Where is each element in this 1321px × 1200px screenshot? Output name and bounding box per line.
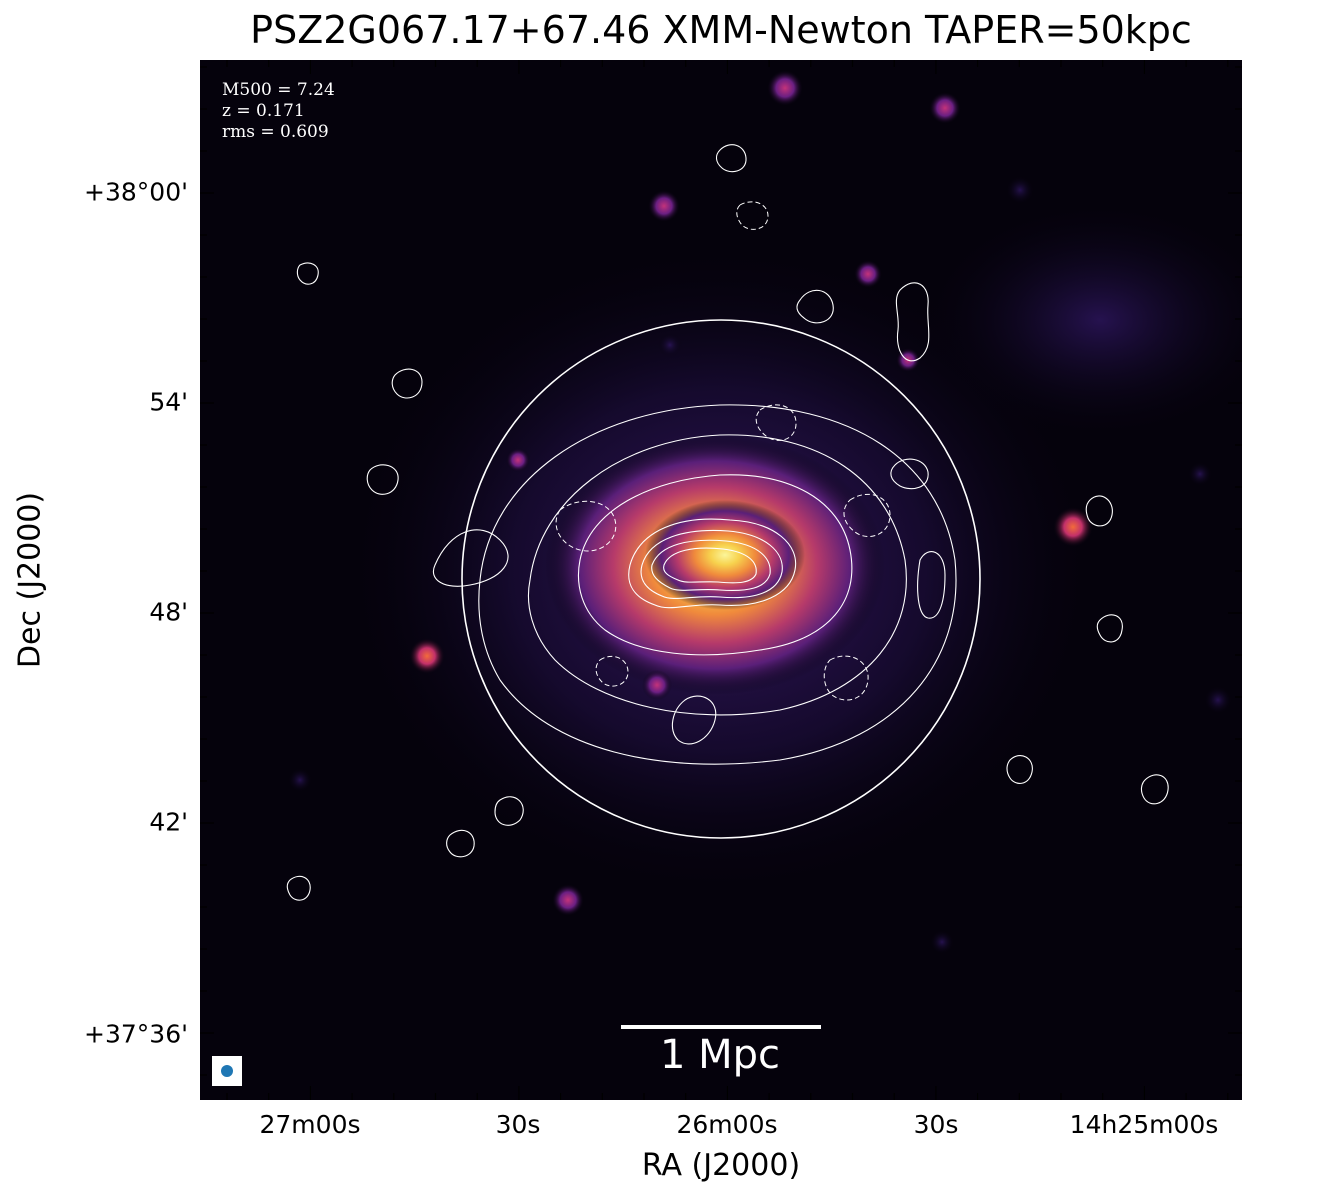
cluster-info-box: M500 = 7.24 z = 0.171 rms = 0.609	[222, 80, 335, 143]
figure-title: PSZ2G067.17+67.46 XMM-Newton TAPER=50kpc	[250, 8, 1192, 52]
axis-ticks	[200, 60, 1242, 1100]
r500-circle	[461, 319, 981, 839]
x-tick-label: 30s	[913, 1110, 959, 1139]
beam-ellipse-icon	[221, 1065, 233, 1077]
x-axis-label: RA (J2000)	[641, 1148, 801, 1183]
y-tick-label: +38°00'	[84, 177, 188, 207]
x-tick-label: 26m00s	[676, 1110, 778, 1139]
scalebar-label: 1 Mpc	[659, 1032, 781, 1078]
beam-indicator	[212, 1056, 242, 1086]
y-tick-label: +37°36'	[84, 1019, 188, 1049]
scalebar	[621, 1025, 821, 1029]
sky-image	[286, 70, 1242, 954]
radio-contours	[286, 144, 1169, 901]
x-tick-label: 14h25m00s	[1069, 1110, 1219, 1139]
xray-image-panel: M500 = 7.24 z = 0.171 rms = 0.609 1 Mpc	[200, 60, 1242, 1100]
y-tick-label: 42'	[149, 807, 188, 837]
y-tick-label: 48'	[149, 597, 188, 627]
rms-label: rms = 0.609	[222, 122, 329, 142]
y-tick-label: 54'	[149, 387, 188, 417]
x-tick-label: 27m00s	[259, 1110, 361, 1139]
y-axis-label: Dec (J2000)	[12, 491, 48, 669]
redshift-label: z = 0.171	[222, 101, 305, 121]
m500-label: M500 = 7.24	[222, 80, 335, 100]
x-tick-label: 30s	[495, 1110, 541, 1139]
